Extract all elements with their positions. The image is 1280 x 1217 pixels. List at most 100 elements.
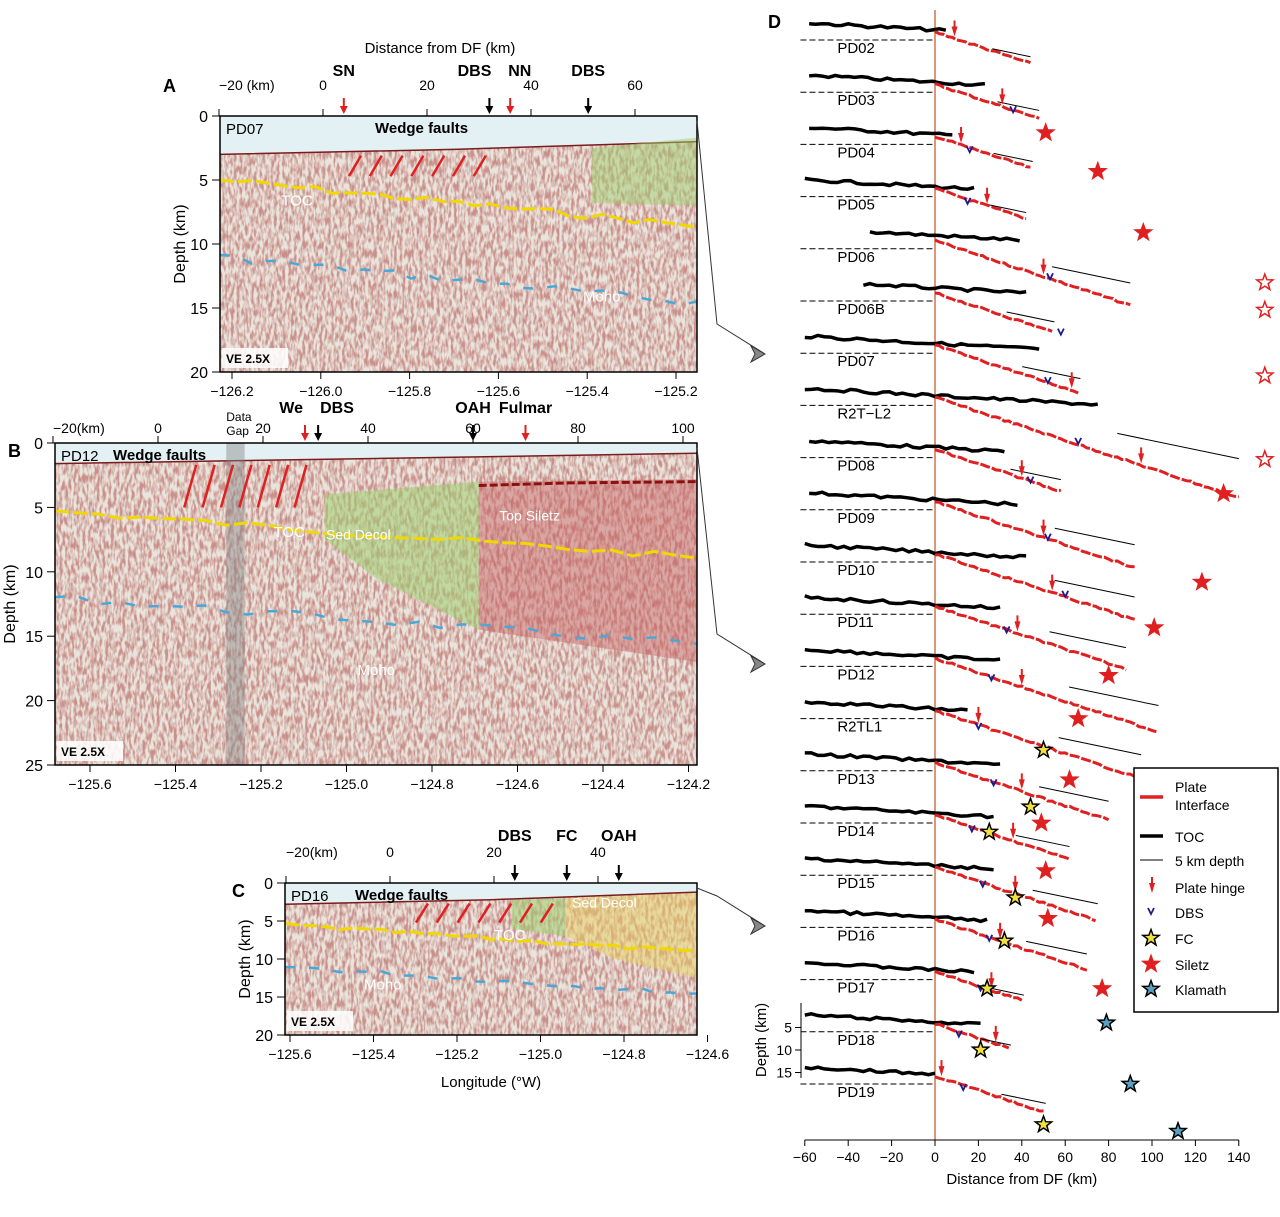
legend-label: TOC xyxy=(1175,829,1204,845)
wedge-fault xyxy=(498,902,513,924)
dbs-icon xyxy=(968,825,976,834)
marker-arrow-icon xyxy=(485,98,494,114)
fc-star-icon xyxy=(994,930,1015,950)
profile-pd16: PD16 xyxy=(800,907,1088,972)
dbs-icon xyxy=(1046,272,1054,282)
moho-label: Moho xyxy=(583,289,621,306)
y-axis-label: Depth (km) xyxy=(753,1003,770,1077)
plot-frame xyxy=(54,442,698,766)
x-tick-label: 60 xyxy=(1057,1149,1073,1165)
panel-letter: C xyxy=(232,881,245,901)
five-km-depth-line xyxy=(993,152,1033,162)
fc-star-icon xyxy=(1033,1113,1054,1134)
dbs-icon xyxy=(955,1030,963,1039)
five-km-depth-line xyxy=(1058,737,1142,756)
plate-hinge-icon xyxy=(1138,447,1145,464)
dbs-icon xyxy=(1044,376,1052,386)
profile-r2tl1: R2TL1 xyxy=(800,700,1142,780)
plate-hinge-icon xyxy=(975,706,982,723)
fc-star-icon xyxy=(1020,796,1041,816)
plate-interface-line xyxy=(934,553,1136,621)
plate-interface-line xyxy=(934,813,1071,861)
dbs-icon xyxy=(959,1083,968,1092)
siletz-star-icon xyxy=(1037,907,1058,928)
panel-letter: D xyxy=(768,12,781,32)
profile-pd02: PD02 xyxy=(800,20,1031,65)
plate-hinge-icon xyxy=(997,922,1004,939)
plate-interface-line xyxy=(934,291,1053,333)
wedge-fault xyxy=(410,155,425,177)
dbs-icon xyxy=(1044,533,1052,542)
x-tick-label: 80 xyxy=(1101,1149,1117,1165)
dbs-icon xyxy=(965,145,974,155)
fc-star-icon xyxy=(1033,739,1054,759)
depth-tick-label: 20 xyxy=(25,694,43,711)
dbs-icon xyxy=(1057,328,1065,337)
dbs-icon xyxy=(1147,907,1155,917)
depth-axis-label: Depth (km) xyxy=(237,919,254,998)
depth-tick-label: 10 xyxy=(25,565,43,582)
sed-decol-label: Sed Decol xyxy=(572,894,637,910)
fc-star-icon xyxy=(1140,927,1162,947)
profile-name: PD15 xyxy=(837,875,875,892)
profile-name: PD14 xyxy=(837,823,875,840)
toc-line xyxy=(804,1012,981,1026)
profile-pd05: PD05 xyxy=(800,176,1154,242)
ve-box xyxy=(287,1011,353,1031)
depth-tick-label: 0 xyxy=(199,109,208,126)
dbs-icon xyxy=(989,778,998,788)
klamath-star-icon xyxy=(1096,1012,1117,1032)
marker-arrow-icon xyxy=(614,865,623,881)
plate-hinge-icon xyxy=(938,1060,945,1077)
legend-label: Plate xyxy=(1175,779,1207,795)
fc-star-icon xyxy=(976,977,998,998)
siletz-star-icon xyxy=(1213,482,1234,503)
top-tick-label: 20 xyxy=(255,420,271,436)
plate-interface-line xyxy=(934,30,1031,65)
marker-label: DBS xyxy=(498,828,532,845)
five-km-depth-line xyxy=(992,48,1031,58)
legend-label: FC xyxy=(1175,931,1194,947)
depth-axis-label: Depth (km) xyxy=(2,564,19,643)
siletz-star-icon xyxy=(1191,571,1213,591)
plate-interface-line xyxy=(934,1022,1010,1050)
toc-line xyxy=(804,700,968,713)
siletz-star-icon xyxy=(1087,160,1108,181)
profile-name: PD19 xyxy=(837,1084,875,1101)
toc-label: TOC xyxy=(274,524,306,541)
longitude-axis-label: Longitude (°W) xyxy=(441,1074,541,1091)
toc-line xyxy=(804,333,1040,351)
profile-name: R2TL1 xyxy=(837,719,882,736)
siletz-star-open-icon xyxy=(1254,271,1275,292)
plate-hinge-icon xyxy=(1018,669,1025,686)
longitude-tick-label: −125.4 xyxy=(566,383,609,399)
sed-decol-zone xyxy=(324,481,479,630)
plate-interface-line xyxy=(934,448,1061,493)
profile-name: PD05 xyxy=(837,197,875,214)
plate-interface-line xyxy=(934,186,1027,221)
siletz-star-icon xyxy=(1133,221,1154,242)
x-tick-label: −60 xyxy=(793,1149,817,1165)
moho-label: Moho xyxy=(358,662,396,679)
depth-tick-label: 0 xyxy=(34,436,43,453)
dbs-icon xyxy=(1074,437,1083,446)
moho-label: Moho xyxy=(364,976,402,993)
marker-label: OAH xyxy=(455,400,491,417)
profile-pd18: PD18 xyxy=(800,1012,1117,1059)
plate-hinge-icon xyxy=(1049,574,1056,591)
toc-line xyxy=(809,126,953,137)
siletz-star-open-icon xyxy=(1254,448,1275,469)
plate-hinge-icon xyxy=(1018,773,1025,790)
plate-interface-line xyxy=(934,656,1157,734)
five-km-depth-line xyxy=(1015,834,1070,848)
top-tick-label: −20(km) xyxy=(286,844,338,860)
profile-name: PD12 xyxy=(837,666,875,683)
marker-label: NN xyxy=(508,63,531,80)
toc-line xyxy=(804,541,1027,560)
siletz-star-icon xyxy=(1035,121,1056,142)
top-tick-label: 40 xyxy=(523,77,539,93)
plate-hinge-icon xyxy=(1149,877,1155,893)
profile-pd14: PD14 xyxy=(800,803,1071,861)
longitude-tick-label: −124.6 xyxy=(686,1046,729,1062)
